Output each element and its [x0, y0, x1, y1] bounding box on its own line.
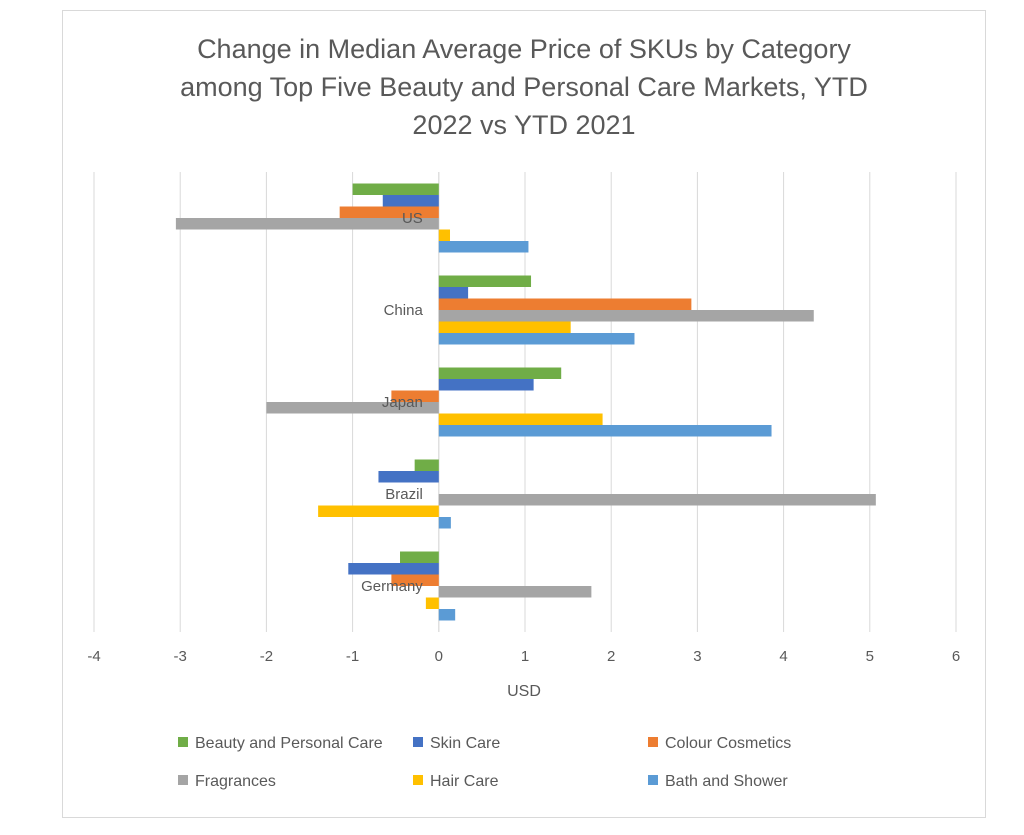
legend-swatch — [648, 737, 658, 747]
legend-swatch — [413, 737, 423, 747]
x-tick-label: 1 — [521, 648, 529, 665]
x-tick-label: -2 — [260, 648, 273, 665]
category-label: Brazil — [385, 486, 423, 503]
bar-germany-hair-care — [425, 597, 439, 609]
bar-brazil-fragrances — [438, 494, 876, 506]
category-label: Japan — [382, 394, 423, 411]
chart-title-line-1: Change in Median Average Price of SKUs b… — [197, 34, 851, 64]
bar-brazil-hair-care — [318, 505, 439, 517]
bar-us-bath-and-shower — [438, 241, 529, 253]
bar-germany-skin-care — [348, 563, 439, 575]
bar-germany-fragrances — [438, 586, 592, 598]
bar-us-beauty-and-personal-care — [352, 183, 439, 195]
bar-brazil-skin-care — [378, 471, 439, 483]
bar-china-hair-care — [438, 321, 571, 333]
bar-china-bath-and-shower — [438, 333, 635, 345]
legend-swatch — [413, 775, 423, 785]
chart-title: Change in Median Average Price of SKUs b… — [62, 30, 986, 144]
legend-label: Beauty and Personal Care — [195, 735, 383, 752]
bar-japan-hair-care — [438, 413, 603, 425]
bar-japan-fragrances — [266, 402, 439, 414]
legend-swatch — [178, 775, 188, 785]
bar-brazil-bath-and-shower — [438, 517, 451, 529]
bar-japan-colour-cosmetics — [391, 390, 439, 402]
x-axis-title: USD — [507, 683, 541, 700]
category-label: Germany — [361, 578, 423, 595]
legend-swatch — [178, 737, 188, 747]
legend-label: Colour Cosmetics — [665, 735, 791, 752]
bar-germany-colour-cosmetics — [391, 574, 439, 586]
bar-us-skin-care — [382, 195, 439, 207]
chart-title-line-2: among Top Five Beauty and Personal Care … — [180, 72, 868, 102]
category-labels: US China Japan Brazil Germany — [361, 210, 423, 595]
legend-label: Hair Care — [430, 773, 499, 790]
bar-japan-beauty-and-personal-care — [438, 367, 562, 379]
x-tick-label: 3 — [693, 648, 701, 665]
bars — [175, 183, 876, 621]
bar-us-hair-care — [438, 229, 451, 241]
x-tick-label: 6 — [952, 648, 960, 665]
x-tick-label: 4 — [779, 648, 787, 665]
bar-germany-bath-and-shower — [438, 609, 456, 621]
x-tick-label: 2 — [607, 648, 615, 665]
legend: Beauty and Personal Care Skin Care Colour … — [178, 735, 791, 790]
bar-china-beauty-and-personal-care — [438, 275, 532, 287]
x-tick-label: 5 — [866, 648, 874, 665]
bar-japan-skin-care — [438, 379, 534, 391]
bar-china-skin-care — [438, 287, 469, 299]
bar-germany-beauty-and-personal-care — [400, 551, 439, 563]
x-tick-label: -1 — [346, 648, 359, 665]
bar-china-colour-cosmetics — [438, 298, 692, 310]
tick-labels: -4 -3 -2 -1 0 1 2 3 4 5 6 — [87, 648, 960, 665]
x-tick-label: 0 — [435, 648, 443, 665]
bar-us-colour-cosmetics — [339, 206, 439, 218]
category-label: China — [384, 302, 424, 319]
legend-swatch — [648, 775, 658, 785]
x-tick-label: -3 — [174, 648, 187, 665]
bar-japan-bath-and-shower — [438, 425, 772, 437]
x-tick-label: -4 — [87, 648, 100, 665]
legend-label: Bath and Shower — [665, 773, 788, 790]
category-label: US — [402, 210, 423, 227]
legend-label: Fragrances — [195, 773, 276, 790]
bar-us-fragrances — [175, 218, 439, 230]
bar-brazil-beauty-and-personal-care — [414, 459, 439, 471]
legend-label: Skin Care — [430, 735, 500, 752]
chart-title-line-3: 2022 vs YTD 2021 — [412, 110, 636, 140]
bar-china-fragrances — [438, 310, 814, 322]
